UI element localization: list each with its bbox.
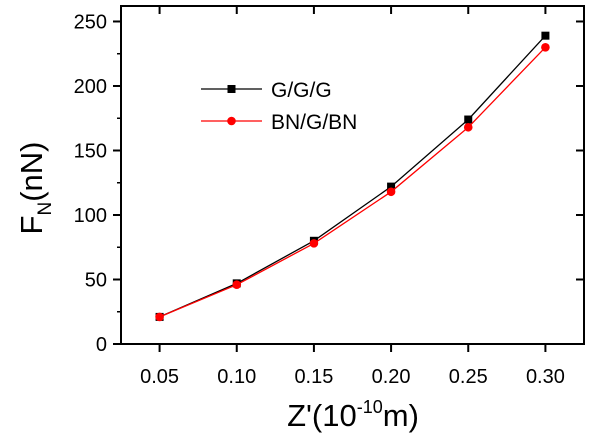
series-bn-g-bn: [155, 42, 550, 322]
data-point: [386, 187, 396, 197]
y-tick-label: 250: [74, 11, 107, 33]
legend: G/G/G BN/G/BN: [201, 79, 357, 134]
data-point: [309, 239, 319, 248]
legend-item: BN/G/BN: [201, 111, 357, 134]
y-axis-title: FN(nN): [14, 142, 56, 235]
legend-label: G/G/G: [271, 79, 332, 102]
x-tick-label: 0.20: [372, 366, 411, 388]
y-tick-label: 0: [96, 334, 107, 356]
data-point: [155, 312, 164, 322]
x-tick-label: 0.10: [217, 366, 256, 388]
legend-marker: [227, 116, 236, 126]
y-tick-label: 50: [85, 269, 107, 291]
x-tick-label: 0.30: [526, 366, 565, 388]
series-line: [159, 46, 546, 318]
data-point: [387, 182, 396, 191]
y-axis-ticks: 0 50 100 150 200 250: [74, 11, 584, 356]
x-axis-title: Z'(10-10m): [287, 397, 419, 433]
legend-item: G/G/G: [201, 79, 332, 102]
data-point: [541, 31, 550, 40]
plot-frame: [120, 5, 585, 345]
x-tick-label: 0.15: [294, 366, 333, 388]
data-point: [232, 280, 242, 289]
y-tick-label: 100: [74, 205, 107, 227]
x-tick-label: 0.05: [140, 366, 179, 388]
x-axis-ticks: 0.05 0.10 0.15 0.20 0.25 0.30: [140, 6, 565, 388]
legend-label: BN/G/BN: [271, 111, 357, 134]
data-point: [464, 115, 473, 124]
plot-border: [120, 5, 585, 345]
x-tick-label: 0.25: [449, 366, 488, 388]
y-tick-label: 200: [74, 76, 107, 98]
data-point: [463, 122, 473, 132]
data-point: [541, 42, 550, 52]
series-line: [159, 35, 546, 318]
y-tick-label: 150: [74, 140, 107, 162]
series-g-g-g: [155, 31, 550, 321]
series-layer: [155, 31, 550, 322]
legend-marker: [227, 85, 236, 93]
